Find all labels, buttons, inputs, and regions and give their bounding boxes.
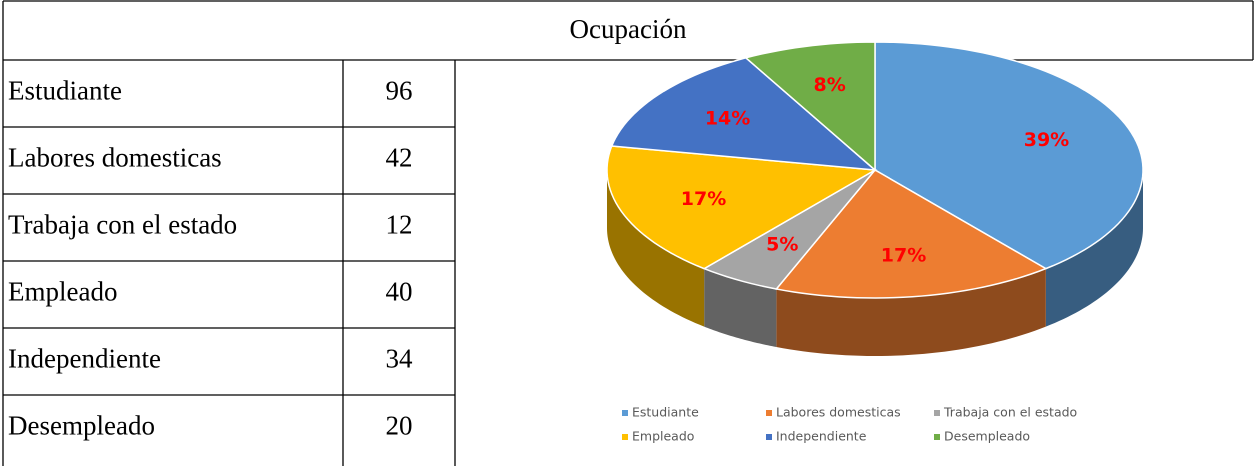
pie-slice xyxy=(610,57,878,171)
pie-side xyxy=(1045,170,1143,327)
row-label: Empleado xyxy=(8,277,117,307)
legend-label: Estudiante xyxy=(632,405,699,420)
row-value: 40 xyxy=(386,277,413,307)
pie-slice xyxy=(874,41,1144,270)
row-label: Estudiante xyxy=(8,76,122,106)
pie-slice xyxy=(744,41,876,172)
data-label: 17% xyxy=(681,188,726,210)
pie-slice xyxy=(606,145,878,270)
legend-swatch xyxy=(766,410,772,416)
pie-slice xyxy=(702,169,876,290)
data-label: 17% xyxy=(881,244,926,266)
row-label: Desempleado xyxy=(8,411,155,441)
legend-swatch xyxy=(934,410,940,416)
row-value: 42 xyxy=(386,143,413,173)
row-label: Trabaja con el estado xyxy=(8,210,237,240)
table-title: Ocupación xyxy=(570,14,687,44)
legend-swatch xyxy=(934,434,940,440)
legend-swatch xyxy=(622,410,628,416)
row-value: 20 xyxy=(386,411,413,441)
legend-label: Trabaja con el estado xyxy=(943,405,1077,420)
row-value: 12 xyxy=(386,210,413,240)
pie-side xyxy=(607,170,705,327)
legend-label: Desempleado xyxy=(944,429,1030,444)
legend-label: Independiente xyxy=(776,429,867,444)
row-value: 96 xyxy=(386,76,413,106)
row-label: Labores domesticas xyxy=(8,143,222,173)
pie-side xyxy=(776,268,1046,356)
pie-slice xyxy=(774,169,1048,299)
legend-label: Empleado xyxy=(632,429,694,444)
row-value: 34 xyxy=(386,344,414,374)
data-label: 5% xyxy=(766,233,798,255)
data-label: 39% xyxy=(1024,129,1069,151)
legend-swatch xyxy=(622,434,628,440)
data-label: 8% xyxy=(814,74,846,96)
data-label: 14% xyxy=(705,107,750,129)
row-label: Independiente xyxy=(8,344,161,374)
pie-side xyxy=(704,268,777,348)
legend-label: Labores domesticas xyxy=(776,405,901,420)
legend-swatch xyxy=(766,434,772,440)
